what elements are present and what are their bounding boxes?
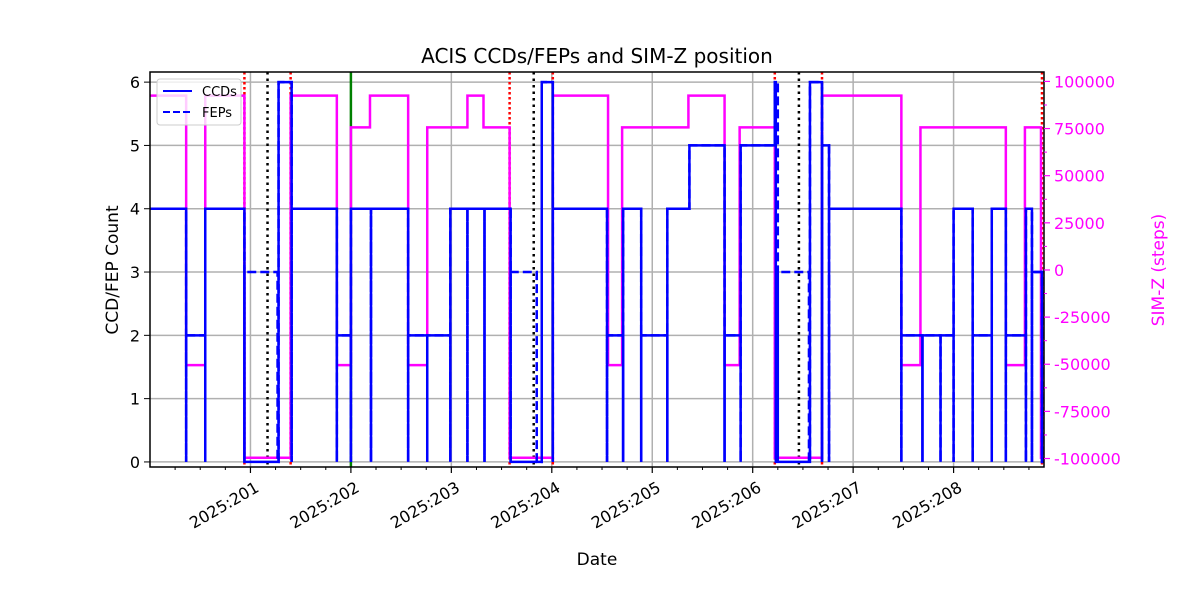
y-right-tick-label: 100000 <box>1054 72 1115 91</box>
x-axis-label: Date <box>577 550 618 570</box>
legend: CCDs FEPs <box>156 78 242 126</box>
y-right-tick-label: 25000 <box>1054 214 1105 233</box>
x-tick-label: 2025:208 <box>889 478 965 533</box>
simz-line <box>150 94 1044 460</box>
series-lines <box>150 80 1044 464</box>
y-right-tick-label: 75000 <box>1054 120 1105 139</box>
y-right-tick-label: -50000 <box>1054 355 1111 374</box>
legend-ccds-label: CCDs <box>202 85 237 100</box>
y-right-tick-label: 0 <box>1054 261 1064 280</box>
y-right-tick-label: -25000 <box>1054 308 1111 327</box>
x-tick-label: 2025:205 <box>588 478 664 533</box>
feps-line <box>150 80 1044 464</box>
y-tick-label: 1 <box>130 390 140 409</box>
x-axis: 2025:201 2025:202 2025:203 2025:204 2025:205… <box>174 467 1030 533</box>
x-tick-label: 2025:204 <box>488 478 564 533</box>
legend-feps-label: FEPs <box>202 106 232 121</box>
grid <box>150 72 1044 467</box>
x-tick-label: 2025:203 <box>387 478 463 533</box>
y-right-tick-label: -100000 <box>1054 450 1121 469</box>
x-tick-label: 2025:206 <box>688 478 764 533</box>
y-axis-label: CCD/FEP Count <box>103 205 123 335</box>
y-right-tick-label: -75000 <box>1054 402 1111 421</box>
x-tick-label: 2025:202 <box>287 478 363 533</box>
y-tick-label: 4 <box>130 200 140 219</box>
y-tick-label: 5 <box>130 136 140 155</box>
y-right-tick-label: 50000 <box>1054 167 1105 186</box>
chart-title: ACIS CCDs/FEPs and SIM-Z position <box>421 44 773 68</box>
y-tick-label: 2 <box>130 326 140 345</box>
y-axis-right-label: SIM-Z (steps) <box>1149 214 1169 327</box>
x-tick-label: 2025:201 <box>186 478 262 533</box>
y-axis-right: -100000 -75000 -50000 -25000 0 25000 50000 7500… <box>1044 72 1121 469</box>
plot-frame <box>149 71 1045 468</box>
x-tick-label: 2025:207 <box>789 478 865 533</box>
y-tick-label: 0 <box>130 453 140 472</box>
y-axis-left: 0 1 2 3 4 5 6 <box>130 73 150 472</box>
y-tick-label: 6 <box>130 73 140 92</box>
y-tick-label: 3 <box>130 263 140 282</box>
